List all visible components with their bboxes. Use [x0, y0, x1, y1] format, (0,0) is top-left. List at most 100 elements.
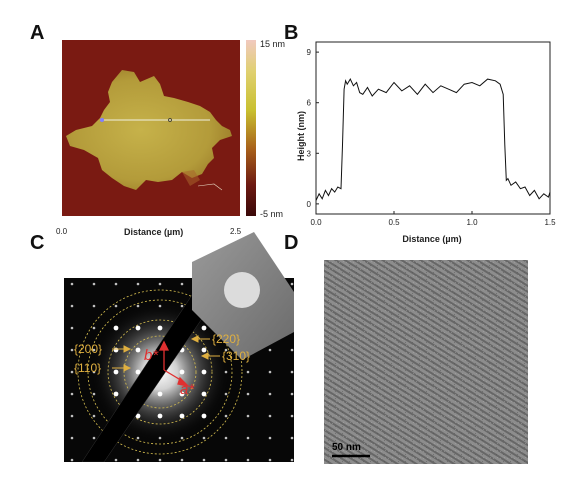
saed-spot — [179, 391, 185, 397]
afm-profile-start-marker — [100, 118, 104, 122]
saed-inset-aperture — [224, 272, 260, 308]
saed-spot — [224, 458, 228, 462]
saed-spot — [201, 413, 207, 419]
saed-spot — [92, 436, 96, 440]
saed-spot — [92, 370, 96, 374]
profile-x-tick-label: 1.5 — [544, 218, 556, 227]
saed-spot — [201, 391, 207, 397]
profile-x-tick-label: 1.0 — [466, 218, 478, 227]
panel-letter-c: C — [30, 232, 45, 254]
afm-image — [62, 40, 240, 216]
panel-letter-b: B — [284, 22, 299, 44]
afm-x-axis-title: Distance (µm) — [124, 227, 184, 237]
profile-x-tick-label: 0.5 — [388, 218, 400, 227]
panel-letter-a: A — [30, 22, 45, 44]
saed-spot — [135, 325, 141, 331]
saed-label-220: {220} — [212, 332, 240, 346]
panel-letter-d: D — [284, 232, 299, 254]
saed-spot — [113, 347, 119, 353]
saed-spot — [70, 392, 74, 396]
saed-spot — [113, 391, 119, 397]
saed-spot — [290, 348, 294, 352]
saed-spot — [246, 392, 250, 396]
saed-spot — [290, 436, 294, 440]
saed-spot — [202, 458, 206, 462]
saed-spot — [224, 370, 228, 374]
saed-spot — [180, 458, 184, 462]
saed-spot — [268, 348, 272, 352]
saed-spot — [224, 414, 228, 418]
saed-spot — [114, 304, 118, 308]
saed-spot — [158, 282, 162, 286]
profile-y-axis-title: Height (nm) — [296, 111, 306, 161]
saed-spot — [179, 369, 185, 375]
saed-spot — [135, 413, 141, 419]
saed-spot — [135, 369, 141, 375]
saed-spot — [268, 414, 272, 418]
saed-spot — [179, 413, 185, 419]
saed-spot — [114, 458, 118, 462]
saed-spot — [70, 436, 74, 440]
saed-spot — [246, 414, 250, 418]
profile-x-tick-label: 0.0 — [310, 218, 322, 227]
saed-spot — [246, 436, 250, 440]
saed-spot — [158, 304, 162, 308]
tem-scalebar-label: 50 nm — [332, 442, 361, 453]
saed-label-200: {200} — [74, 342, 102, 356]
height-profile-chart: Height (nm) Distance (µm) 0.0 0.5 1.0 1.5 0 3… — [296, 41, 556, 244]
saed-spot — [70, 304, 74, 308]
saed-spot — [246, 458, 250, 462]
saed-label-110: {110} — [74, 361, 101, 375]
saed-spot — [290, 282, 294, 286]
saed-spot — [136, 304, 140, 308]
saed-spot — [202, 436, 206, 440]
saed-spot — [92, 414, 96, 418]
saed-spot — [113, 369, 119, 375]
saed-spot — [268, 436, 272, 440]
saed-spot — [70, 326, 74, 330]
saed-spot — [290, 414, 294, 418]
saed-spot — [70, 282, 74, 286]
afm-colorbar — [246, 40, 256, 216]
saed-spot — [201, 369, 207, 375]
saed-spot — [136, 458, 140, 462]
profile-y-tick-label: 3 — [307, 149, 312, 158]
saed-pattern: {200} {110} {220} {310} b* a* — [64, 232, 294, 462]
afm-flake — [66, 70, 232, 190]
saed-spot — [157, 413, 163, 419]
saed-spot — [180, 282, 184, 286]
saed-spot — [113, 325, 119, 331]
saed-spot — [290, 458, 294, 462]
saed-spot — [201, 347, 207, 353]
profile-x-axis-title: Distance (µm) — [402, 234, 461, 244]
saed-spot — [157, 325, 163, 331]
saed-label-310: {310} — [222, 349, 250, 363]
saed-spot — [268, 370, 272, 374]
saed-spot — [158, 436, 162, 440]
afm-x-tick-min: 0.0 — [56, 227, 68, 236]
saed-spot — [268, 392, 272, 396]
saed-spot — [201, 325, 207, 331]
profile-y-tick-label: 9 — [307, 48, 312, 57]
saed-spot — [70, 370, 74, 374]
saed-spot — [92, 392, 96, 396]
afm-profile-mid-marker — [168, 118, 172, 122]
saed-spot — [224, 436, 228, 440]
saed-spot — [135, 347, 141, 353]
saed-spot — [158, 458, 162, 462]
profile-series-line — [315, 78, 551, 201]
saed-spot — [136, 282, 140, 286]
saed-spot — [246, 370, 250, 374]
profile-y-tick-label: 0 — [307, 200, 312, 209]
saed-spot — [136, 436, 140, 440]
tem-image: 50 nm — [324, 260, 528, 464]
saed-spot — [290, 370, 294, 374]
afm-x-tick-max: 2.5 — [230, 227, 242, 236]
saed-spot — [290, 392, 294, 396]
saed-spot — [268, 458, 272, 462]
saed-spot — [180, 436, 184, 440]
saed-spot — [224, 348, 228, 352]
colorbar-max-label: 15 nm — [260, 39, 286, 49]
saed-spot — [70, 458, 74, 462]
saed-reciprocal-axes — [158, 340, 190, 388]
